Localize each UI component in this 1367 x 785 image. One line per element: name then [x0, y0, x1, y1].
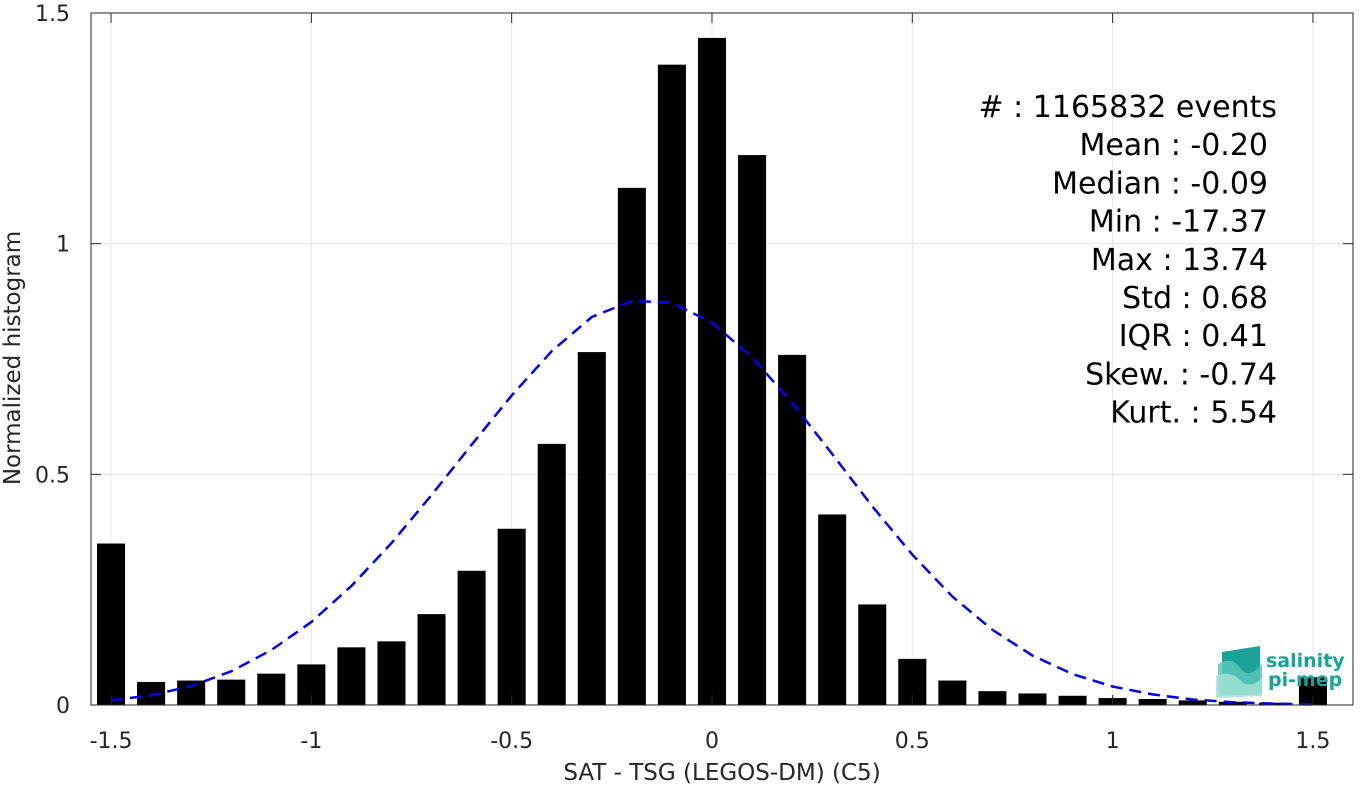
histogram-bar — [1018, 693, 1047, 705]
stat-line: Median : -0.09 — [1052, 166, 1268, 201]
x-tick-label: -0.5 — [490, 729, 533, 754]
histogram-bar — [417, 614, 446, 705]
histogram-bar — [337, 647, 366, 705]
fit-curve — [110, 299, 1313, 706]
wave-icon — [1216, 646, 1262, 698]
stat-line: Std : 0.68 — [1122, 281, 1268, 316]
histogram-bar — [377, 641, 406, 705]
histogram-bar — [978, 691, 1007, 705]
x-tick-label: 0.5 — [895, 729, 930, 754]
y-tick-labels: 0 0.5 1 1.5 — [35, 2, 70, 719]
y-tick-label: 0 — [56, 694, 70, 719]
histogram-bar — [617, 187, 646, 705]
x-tick-label: -1 — [300, 729, 322, 754]
stat-line: Mean : -0.20 — [1079, 128, 1268, 163]
histogram-bar — [257, 673, 286, 705]
histogram-bar — [577, 352, 606, 705]
x-tick-label: 1.5 — [1295, 729, 1330, 754]
histogram-bar — [1138, 699, 1167, 705]
histogram-bar — [818, 514, 847, 705]
histogram-bar — [858, 604, 887, 705]
stat-line: IQR : 0.41 — [1119, 319, 1268, 354]
logo-line2: pi-mep — [1268, 669, 1342, 691]
salinity-pi-mep-logo: salinity pi-mep — [1216, 646, 1345, 698]
axes-box — [90, 12, 1354, 706]
histogram-bar — [497, 528, 526, 705]
logo-line1: salinity — [1266, 650, 1345, 672]
histogram-bar — [657, 64, 686, 706]
x-tick-labels: -1.5 -1 -0.5 0 0.5 1 1.5 — [90, 729, 1331, 754]
histogram-bar — [738, 155, 767, 705]
y-tick-label: 0.5 — [35, 463, 70, 488]
y-axis-label: Normalized histogram — [0, 231, 26, 485]
stat-line: Skew. : -0.74 — [1085, 357, 1277, 392]
stat-line: # : 1165832 events — [978, 90, 1277, 125]
x-axis-label: SAT - TSG (LEGOS-DM) (C5) — [563, 760, 880, 785]
histogram-bar — [697, 37, 727, 706]
x-tick-label: 1 — [1106, 729, 1120, 754]
histogram-bar — [1058, 695, 1087, 705]
histogram-bar — [177, 680, 206, 705]
histogram-bar — [217, 679, 246, 705]
histogram-bar — [97, 543, 126, 705]
stat-line: Min : -17.37 — [1089, 205, 1268, 240]
histogram-bar — [778, 354, 807, 705]
histogram-bar — [137, 681, 166, 705]
x-tick-label: 0 — [705, 729, 719, 754]
histogram-bar — [537, 443, 566, 705]
histogram-bar — [457, 570, 486, 705]
stat-line: Kurt. : 5.54 — [1110, 396, 1277, 431]
y-tick-label: 1 — [56, 233, 70, 258]
histogram-bar — [938, 680, 967, 705]
histogram-bar — [1178, 700, 1207, 705]
x-tick-label: -1.5 — [90, 729, 133, 754]
y-tick-label: 1.5 — [35, 2, 70, 27]
axes — [90, 12, 1354, 706]
stat-line: Max : 13.74 — [1091, 243, 1268, 278]
